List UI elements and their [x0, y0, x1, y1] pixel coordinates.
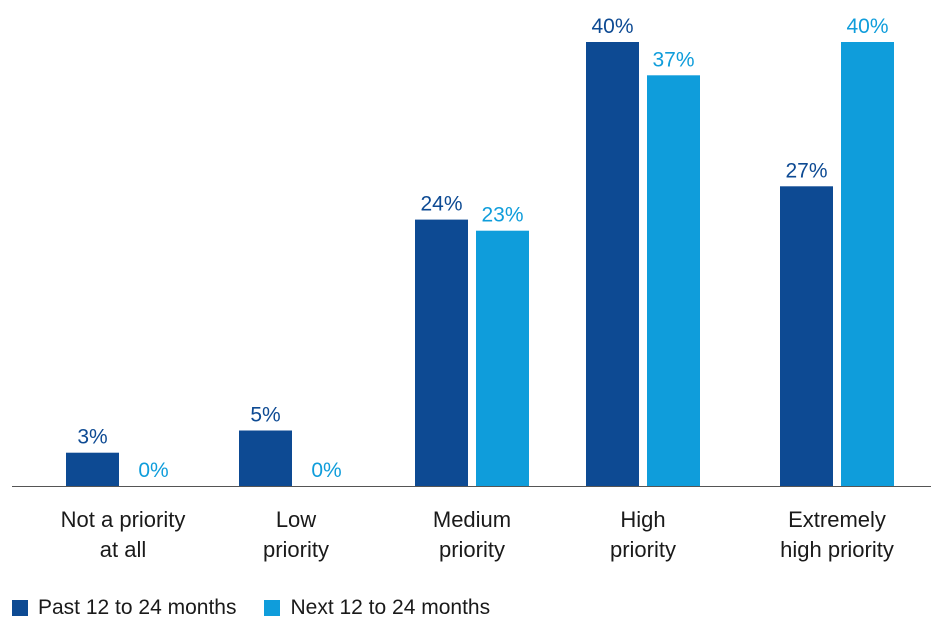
legend-label-past: Past 12 to 24 months: [38, 596, 236, 620]
data-label-next-3: 37%: [652, 48, 694, 71]
data-label-past-3: 40%: [591, 15, 633, 38]
legend-label-next: Next 12 to 24 months: [290, 596, 490, 620]
data-label-past-1: 5%: [250, 404, 280, 427]
data-label-past-4: 27%: [785, 159, 827, 182]
x-tick-label-3: High priority: [610, 507, 676, 562]
legend-swatch-past: [12, 600, 28, 616]
x-tick-label-4: Extremely high priority: [780, 507, 894, 562]
bar-past-1: [239, 431, 292, 487]
bar-next-4: [841, 42, 894, 486]
bar-past-2: [415, 220, 468, 486]
legend-swatch-next: [264, 600, 280, 616]
x-tick-label-2: Medium priority: [433, 507, 511, 562]
data-label-past-2: 24%: [420, 193, 462, 216]
data-label-next-4: 40%: [846, 15, 888, 38]
data-label-next-2: 23%: [481, 204, 523, 227]
legend: Past 12 to 24 months Next 12 to 24 month…: [12, 596, 518, 620]
bar-past-0: [66, 453, 119, 486]
x-tick-label-1: Low priority: [263, 507, 329, 562]
bar-past-3: [586, 42, 639, 486]
legend-item-past: Past 12 to 24 months: [12, 596, 236, 620]
x-tick-label-0: Not a priority at all: [61, 507, 186, 562]
bar-next-3: [647, 75, 700, 486]
data-label-next-0: 0%: [138, 459, 168, 482]
data-label-past-0: 3%: [77, 426, 107, 449]
legend-item-next: Next 12 to 24 months: [264, 596, 490, 620]
bar-past-4: [780, 186, 833, 486]
bar-next-2: [476, 231, 529, 486]
data-label-next-1: 0%: [311, 459, 341, 482]
